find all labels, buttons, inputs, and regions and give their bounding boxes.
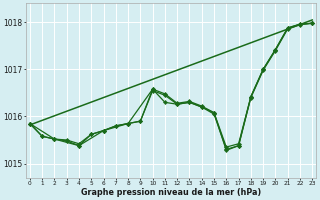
X-axis label: Graphe pression niveau de la mer (hPa): Graphe pression niveau de la mer (hPa): [81, 188, 261, 197]
